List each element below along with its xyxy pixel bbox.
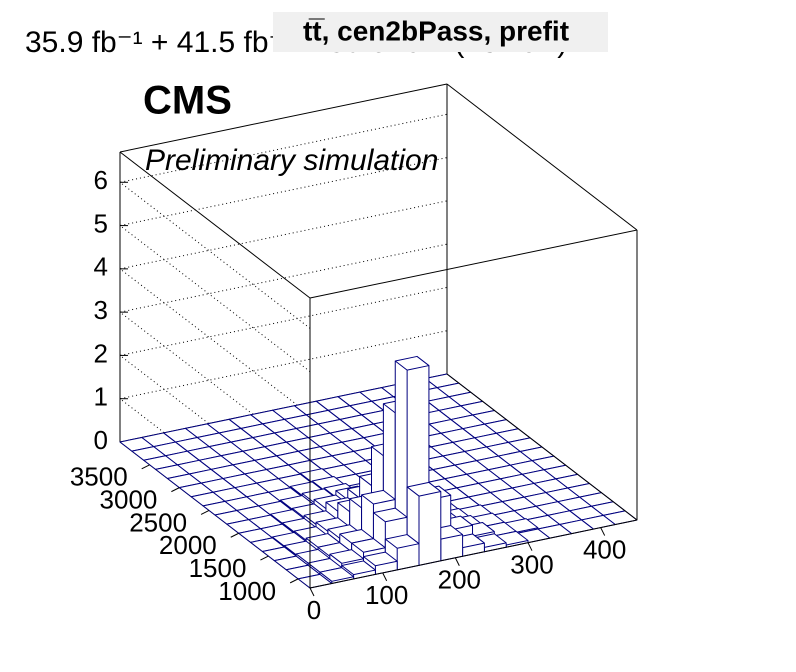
x-tick-label: 400 [583,534,626,564]
y-tick-label: 3500 [70,462,128,492]
y-tick-label: 2000 [159,530,217,560]
x-tick-mark [600,527,606,536]
frame-edge [119,83,448,153]
z-tick-label: 1 [94,382,108,412]
frame-edge [446,83,638,231]
frame-edge [309,229,638,299]
z-tick-label: 2 [94,338,108,368]
chart-title: tt̅, cen2bPass, prefit [303,15,569,46]
x-tick-label: 300 [510,550,553,580]
z-tick-label: 3 [94,295,108,325]
x-tick-mark [309,587,315,597]
y-tick-label: 2500 [129,507,187,537]
z-tick-label: 5 [94,208,108,238]
frame-edge [119,151,311,299]
title-box [273,12,608,52]
subtitle: Preliminary simulation [145,144,438,177]
experiment-label: CMS [143,79,232,123]
lego-bin [214,509,250,525]
frame-edge [309,519,638,589]
y-tick-mark [141,464,150,470]
y-tick-label: 1500 [189,553,247,583]
z-tick-label: 0 [94,425,108,455]
y-tick-mark [289,578,299,584]
x-tick-label: 200 [438,565,481,595]
frame-edge [446,373,638,521]
plot-area: 0 1 2 3 4 5 6 0 100 200 300 400 10001500200025003000… [70,83,638,625]
x-tick-mark [527,542,533,551]
x-tick-label: 0 [307,595,321,625]
z-tick-label: 4 [94,252,108,282]
x-tick-mark [382,572,388,582]
y-tick-mark [260,555,269,561]
y-tick-mark [171,487,180,493]
y-tick-mark [200,509,210,515]
x-tick-label: 100 [365,580,408,610]
x-tick-mark [454,557,460,567]
z-tick-label: 6 [94,165,108,195]
y-tick-label: 1000 [218,576,276,606]
y-tick-mark [230,532,239,538]
y-tick-label: 3000 [100,485,158,515]
